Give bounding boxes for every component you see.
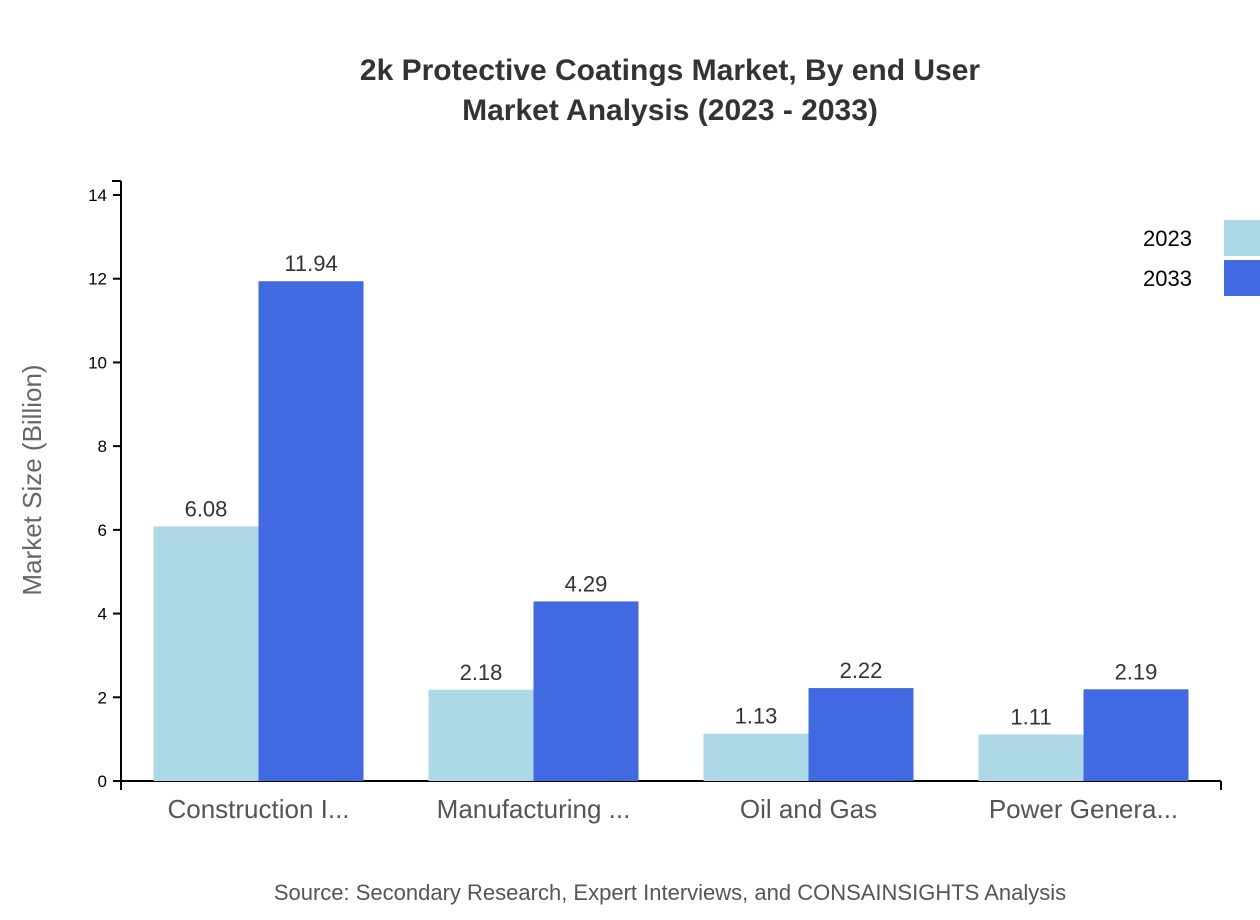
bar-2023 xyxy=(978,734,1084,781)
legend-swatch-2023 xyxy=(1224,220,1260,256)
chart-title-line-1: 2k Protective Coatings Market, By end Us… xyxy=(360,54,981,87)
y-tick-label: 12 xyxy=(88,270,107,289)
y-tick-label: 2 xyxy=(98,688,107,707)
bar-2023 xyxy=(153,526,259,781)
data-label: 2.18 xyxy=(460,660,503,685)
data-label: 11.94 xyxy=(284,251,337,276)
y-tick-label: 14 xyxy=(88,186,107,205)
y-tick-label: 4 xyxy=(98,605,107,624)
y-tick-label: 8 xyxy=(98,437,107,456)
y-tick-label: 10 xyxy=(88,353,107,372)
bar-2033 xyxy=(258,281,364,781)
bar-2033 xyxy=(808,688,914,781)
bar-2023 xyxy=(703,733,809,781)
y-tick-label: 0 xyxy=(98,772,107,791)
data-label: 1.11 xyxy=(1010,705,1051,730)
bar-2033 xyxy=(533,601,639,781)
y-tick-label: 6 xyxy=(98,521,107,540)
bar-2023 xyxy=(428,689,534,781)
x-category-label: Construction I... xyxy=(167,794,349,824)
data-label: 6.08 xyxy=(185,497,228,522)
data-label: 2.22 xyxy=(840,658,883,683)
x-category-label: Power Genera... xyxy=(989,794,1178,824)
x-category-label: Oil and Gas xyxy=(740,794,877,824)
legend-label: 2023 xyxy=(1143,226,1192,251)
data-label: 1.13 xyxy=(735,704,778,729)
bar-2033 xyxy=(1083,689,1189,781)
legend-swatch-2033 xyxy=(1224,260,1260,296)
data-label: 4.29 xyxy=(565,571,608,596)
data-label: 2.19 xyxy=(1115,659,1158,684)
x-category-label: Manufacturing ... xyxy=(437,794,631,824)
legend-label: 2033 xyxy=(1143,266,1192,291)
y-axis-label: Market Size (Billion) xyxy=(17,364,47,595)
source-note: Source: Secondary Research, Expert Inter… xyxy=(274,880,1066,905)
chart-title-line-2: Market Analysis (2023 - 2033) xyxy=(462,94,878,127)
